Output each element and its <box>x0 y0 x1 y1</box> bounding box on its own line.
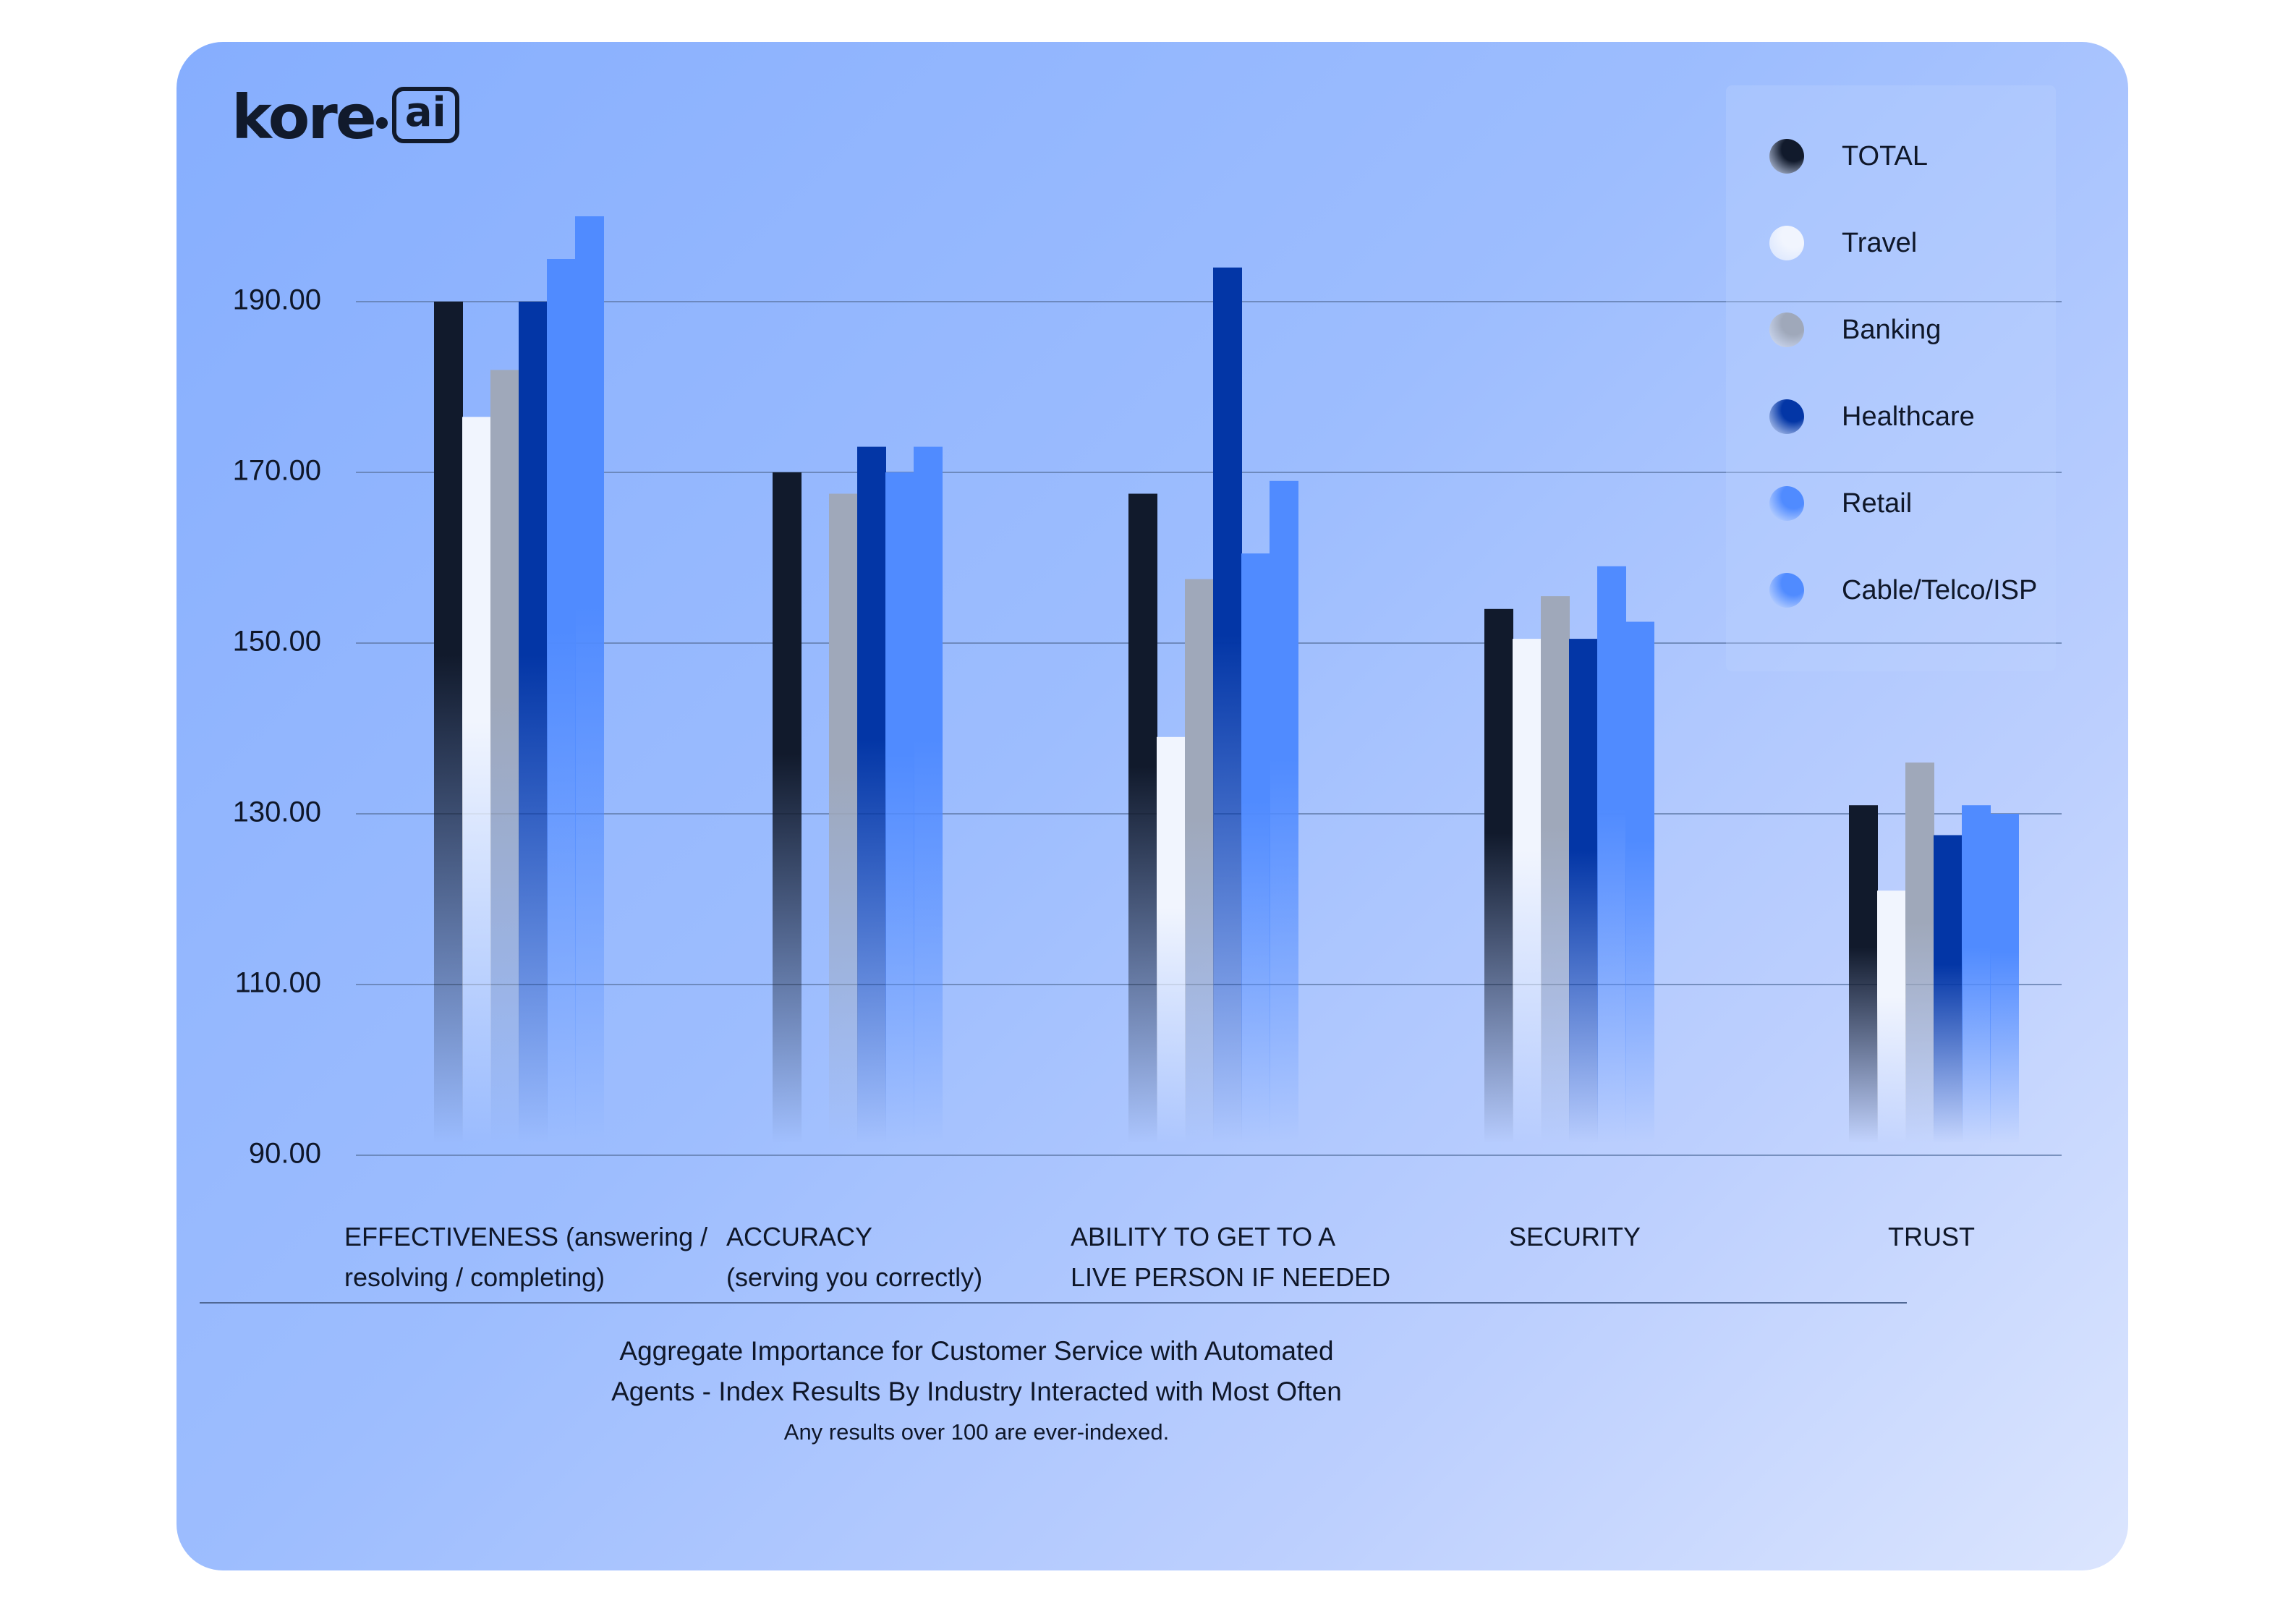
bar-chart: 190.00 170.00 150.00 130.00 110.00 90.00 <box>233 216 2062 1170</box>
bar-total <box>1849 805 1878 1143</box>
legend-swatch-icon <box>1769 486 1804 521</box>
y-tick-label: 90.00 <box>249 1138 321 1170</box>
x-category-label: ABILITY TO GET TO A LIVE PERSON IF NEEDED <box>1071 1217 1390 1298</box>
caption-line-1: Aggregate Importance for Customer Servic… <box>619 1336 1334 1366</box>
legend-item: Cable/Telco/ISP <box>1769 569 2037 612</box>
legend: TOTAL Travel Banking Healthcare Retail Cable/… <box>1726 85 2056 671</box>
x-category-label-line: ABILITY TO GET TO A <box>1071 1222 1336 1251</box>
caption-note: Any results over 100 are ever-indexed. <box>783 1419 1170 1445</box>
legend-item: Banking <box>1769 308 1941 352</box>
bar-retail <box>1597 566 1626 1143</box>
legend-item: Healthcare <box>1769 395 1975 438</box>
bar-healthcare <box>1934 835 1963 1143</box>
legend-label: Retail <box>1842 488 1913 519</box>
bar-cable-telco-isp <box>1990 814 2019 1143</box>
legend-label: Cable/Telco/ISP <box>1842 574 2038 605</box>
bar-healthcare <box>1569 639 1598 1143</box>
y-tick-label: 190.00 <box>233 284 321 316</box>
x-category-label: ACCURACY (serving you correctly) <box>726 1217 982 1298</box>
bar-retail <box>1241 553 1270 1143</box>
bar-healthcare <box>519 302 548 1143</box>
y-tick-label: 150.00 <box>233 626 321 658</box>
caption-divider <box>200 1302 1907 1304</box>
x-category-label: EFFECTIVENESS (answering / resolving / co… <box>344 1217 707 1298</box>
logo-box: ai <box>391 87 459 143</box>
y-tick-label: 170.00 <box>233 455 321 487</box>
bar-total <box>434 302 463 1143</box>
chart-caption: Aggregate Importance for Customer Servic… <box>579 1331 1374 1453</box>
bar-total <box>1484 608 1513 1143</box>
bar-cable-telco-isp <box>914 446 943 1143</box>
legend-swatch-icon <box>1769 139 1804 174</box>
bar-banking <box>1541 596 1570 1143</box>
y-tick-label: 130.00 <box>233 796 321 828</box>
bar-banking <box>490 370 519 1143</box>
legend-swatch-icon <box>1769 226 1804 260</box>
x-category-label-line: EFFECTIVENESS (answering / <box>344 1222 708 1251</box>
bar-banking <box>829 493 858 1143</box>
bar-cable-telco-isp <box>1270 480 1298 1143</box>
logo-dot <box>375 117 388 129</box>
bars <box>434 216 2019 1143</box>
bar-total <box>1128 493 1157 1143</box>
legend-label: Banking <box>1842 314 1942 345</box>
x-category-label-line: (serving you correctly) <box>726 1262 983 1292</box>
bar-travel <box>1513 639 1542 1143</box>
bar-banking <box>1905 762 1934 1143</box>
kore-ai-logo: kore ai <box>231 82 459 152</box>
x-category-label: TRUST <box>1888 1217 1975 1257</box>
bar-travel <box>1157 736 1186 1143</box>
x-category-label-line: TRUST <box>1888 1222 1975 1251</box>
legend-item: TOTAL <box>1769 135 1928 178</box>
bar-total <box>773 472 802 1143</box>
bar-cable-telco-isp <box>1625 621 1654 1143</box>
x-category-label: SECURITY <box>1509 1217 1641 1257</box>
caption-line-2: Agents - Index Results By Industry Inter… <box>611 1377 1342 1406</box>
legend-label: Healthcare <box>1842 401 1975 432</box>
x-category-label-line: ACCURACY <box>726 1222 873 1251</box>
legend-item: Travel <box>1769 221 1917 265</box>
bar-healthcare <box>857 446 886 1143</box>
legend-swatch-icon <box>1769 313 1804 347</box>
bar-banking <box>1185 579 1214 1143</box>
x-category-label-line: SECURITY <box>1509 1222 1641 1251</box>
bar-travel <box>1877 890 1906 1143</box>
logo-word: kore <box>231 82 377 153</box>
legend-swatch-icon <box>1769 399 1804 434</box>
bar-retail <box>1962 805 1991 1143</box>
y-axis-ticks: 190.00 170.00 150.00 130.00 110.00 90.00 <box>233 284 321 1170</box>
legend-label: Travel <box>1842 227 1918 258</box>
legend-swatch-icon <box>1769 573 1804 608</box>
bar-travel <box>462 417 491 1143</box>
bar-healthcare <box>1213 267 1242 1143</box>
x-category-label-line: resolving / completing) <box>344 1262 605 1292</box>
bar-cable-telco-isp <box>575 216 604 1143</box>
y-tick-label: 110.00 <box>235 967 321 999</box>
bar-retail <box>885 472 914 1143</box>
x-category-label-line: LIVE PERSON IF NEEDED <box>1071 1262 1391 1292</box>
bar-retail <box>547 259 576 1143</box>
legend-label: TOTAL <box>1842 140 1928 171</box>
legend-item: Retail <box>1769 482 1912 525</box>
chart-card: kore ai 190.00 170.00 150.00 130.00 110.00 90… <box>177 42 2128 1570</box>
